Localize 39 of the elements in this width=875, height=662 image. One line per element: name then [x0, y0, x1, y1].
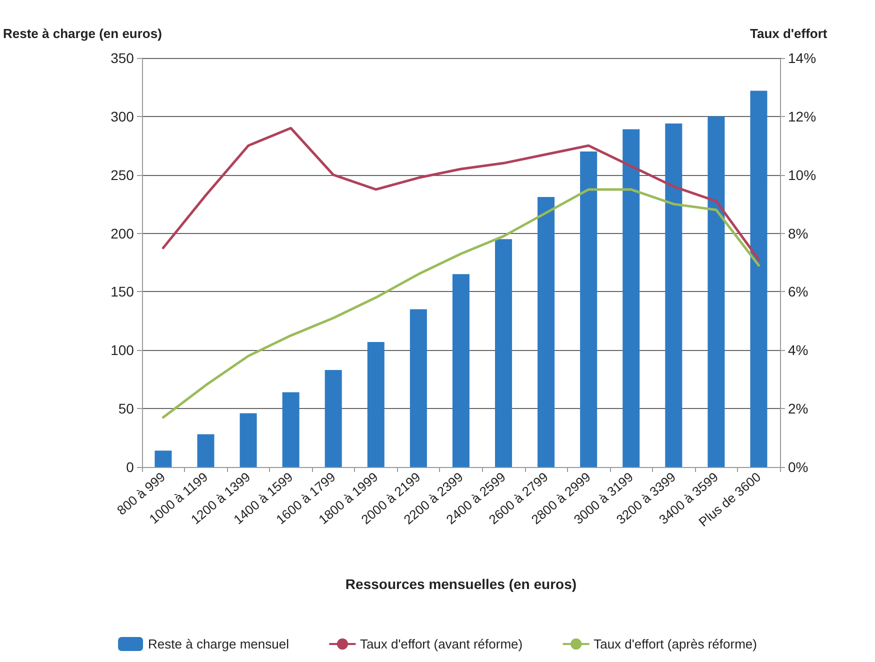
y2-tick-label: 14% [788, 50, 816, 66]
y-tick-label: 200 [110, 225, 134, 242]
bar [410, 309, 427, 467]
y2-tick-label: 10% [788, 166, 816, 183]
y2-tick-label: 12% [788, 108, 816, 124]
y-tick-label: 100 [110, 342, 134, 358]
y-tick-label: 150 [110, 284, 134, 300]
bar [324, 370, 342, 467]
y2-axis-title: Taux d'effort [750, 26, 828, 41]
bar [580, 151, 598, 467]
bar [495, 239, 512, 467]
bar [367, 342, 384, 467]
bar [240, 413, 257, 467]
line-series [162, 126, 760, 261]
bar [665, 123, 682, 467]
y2-tick-label: 0% [788, 459, 808, 475]
y-tick-label: 300 [110, 108, 134, 124]
y-tick-label: 350 [110, 50, 134, 66]
y-tick-label: 50 [118, 400, 134, 417]
y2-tick-label: 4% [788, 342, 808, 358]
legend-label: Taux d'effort (après réforme) [594, 636, 757, 652]
line-series [162, 188, 760, 419]
bar [197, 434, 214, 467]
bar [708, 116, 725, 467]
bar [622, 129, 640, 467]
y2-tick-label: 6% [788, 284, 808, 300]
y-axis-title: Reste à charge (en euros) [2, 26, 162, 41]
y-tick-label: 0 [126, 459, 134, 475]
bar [750, 90, 768, 467]
bar [538, 197, 555, 467]
bar [154, 450, 172, 467]
x-axis-title: Ressources mensuelles (en euros) [345, 576, 577, 592]
bar [452, 274, 470, 467]
y2-tick-label: 2% [788, 400, 808, 417]
bar [282, 392, 300, 467]
legend-label: Reste à charge mensuel [148, 636, 290, 652]
y2-tick-label: 8% [788, 225, 808, 242]
y-tick-label: 250 [110, 166, 134, 183]
legend-label: Taux d'effort (avant réforme) [360, 636, 523, 652]
